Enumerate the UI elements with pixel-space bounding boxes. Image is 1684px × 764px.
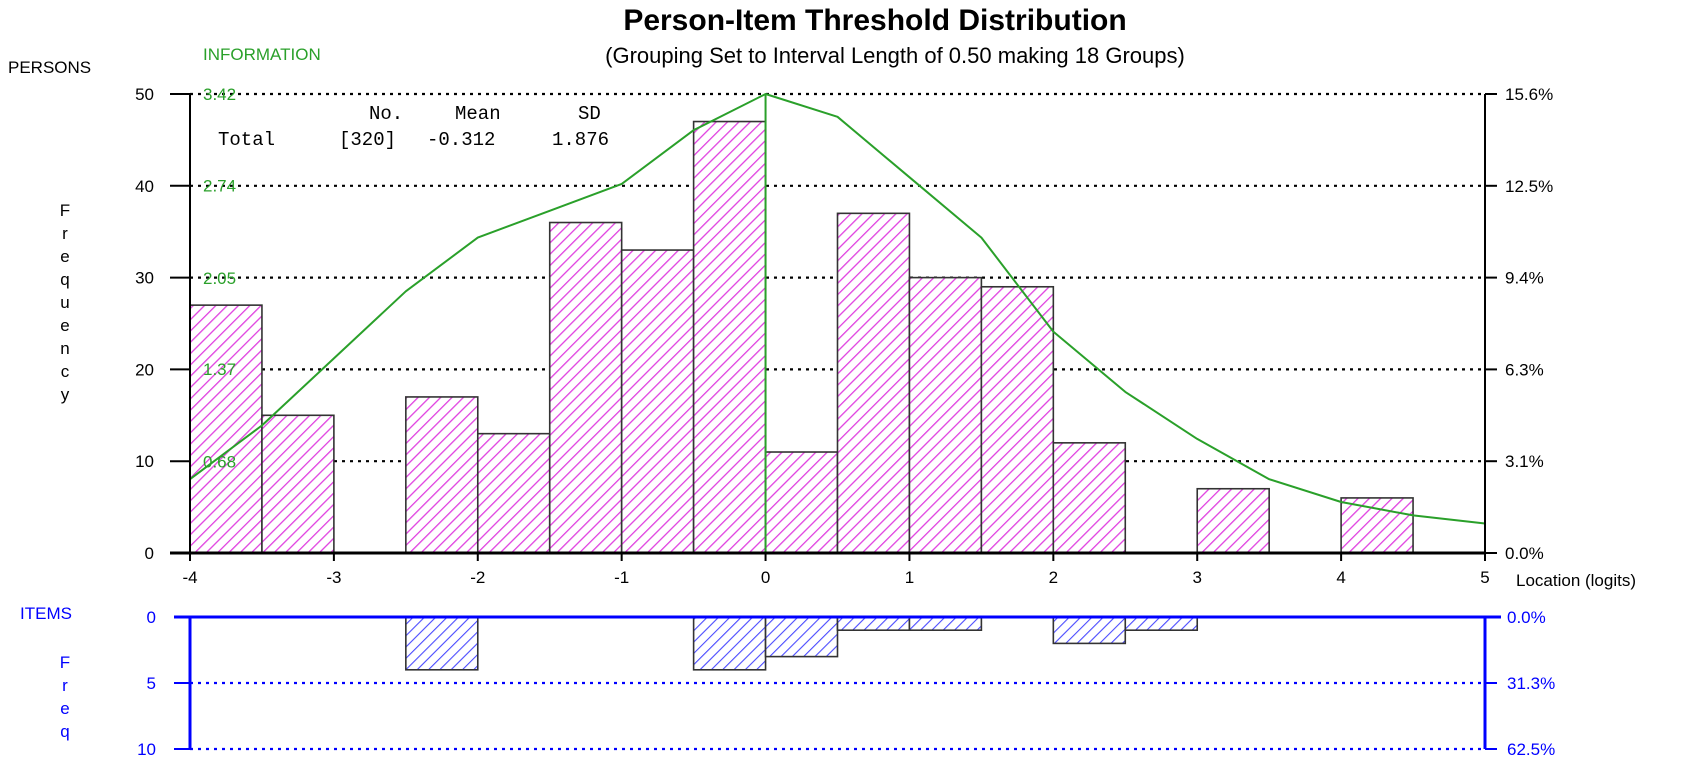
persons-bar: [405, 396, 479, 554]
x-axis-label: Location (logits): [1516, 571, 1636, 590]
stats-mean: -0.312: [427, 129, 495, 151]
items-bar: [1052, 616, 1127, 645]
persons-y-title-letter: F: [60, 201, 70, 220]
persons-y-title-letter: u: [60, 293, 69, 312]
persons-y-tick-label: 20: [135, 360, 154, 379]
items-y-title-letter: q: [60, 722, 69, 741]
stats-row-label: Total: [218, 129, 275, 151]
information-tick-label: 1.37: [203, 360, 236, 379]
persons-axes: [170, 94, 1486, 555]
stats-header-mean: Mean: [455, 103, 501, 125]
stats-table: No. Mean SD Total [320] -0.312 1.876: [218, 103, 609, 151]
items-y-tick-label: 5: [147, 674, 156, 693]
x-tick-label: 5: [1480, 568, 1489, 587]
persons-y-title-letter: r: [62, 224, 68, 243]
persons-y-ticks: 0 10 20 30 40 50: [135, 85, 190, 563]
information-ticks: 0.68 1.37 2.05 2.74 3.42: [203, 85, 236, 472]
persons-right-tick-label: 15.6%: [1505, 85, 1553, 104]
persons-bar: [261, 414, 335, 554]
persons-bar: [548, 221, 623, 554]
persons-y-title-letter: y: [61, 385, 70, 404]
persons-y-title-letter: e: [60, 316, 69, 335]
persons-y-tick-label: 40: [135, 177, 154, 196]
information-label: INFORMATION: [203, 45, 321, 64]
persons-bar: [908, 276, 983, 554]
items-bar: [764, 616, 839, 658]
information-curve: [189, 93, 1486, 553]
persons-right-tick-label: 6.3%: [1505, 360, 1544, 379]
chart-title: Person-Item Threshold Distribution: [623, 4, 1126, 37]
persons-y-tick-label: 30: [135, 269, 154, 288]
items-y-title-letter: r: [62, 676, 68, 695]
persons-bar: [189, 304, 263, 554]
items-bar: [1124, 616, 1199, 631]
items-bar: [908, 616, 983, 631]
persons-bar: [1052, 442, 1127, 554]
items-label: ITEMS: [20, 604, 72, 623]
persons-right-tick-label: 3.1%: [1505, 452, 1544, 471]
persons-bar: [980, 285, 1055, 554]
persons-bar: [1340, 497, 1414, 554]
persons-right-ticks: 0.0% 3.1% 6.3% 9.4% 12.5% 15.6%: [1485, 85, 1553, 563]
persons-bar: [764, 451, 839, 554]
information-tick-label: 0.68: [203, 453, 236, 472]
items-bar: [836, 616, 911, 631]
persons-label: PERSONS: [8, 58, 91, 77]
persons-y-title-letter: e: [60, 247, 69, 266]
items-right-ticks: 0.0% 31.3% 62.5%: [1485, 608, 1555, 759]
items-right-tick-label: 31.3%: [1507, 674, 1555, 693]
stats-header-sd: SD: [578, 103, 601, 125]
persons-bar: [692, 120, 767, 554]
x-tick-label: 2: [1049, 568, 1058, 587]
x-tick-label: -3: [326, 568, 341, 587]
stats-header-no: No.: [369, 103, 403, 125]
persons-y-tick-label: 50: [135, 85, 154, 104]
items-bars: [405, 616, 1199, 671]
persons-y-tick-label: 0: [145, 544, 154, 563]
items-right-tick-label: 0.0%: [1507, 608, 1546, 627]
x-tick-label: -1: [614, 568, 629, 587]
items-right-tick-label: 62.5%: [1507, 740, 1555, 759]
items-y-ticks: 0 5 10: [137, 608, 190, 759]
stats-no: [320]: [339, 129, 396, 151]
information-tick-label: 2.05: [203, 269, 236, 288]
persons-bar: [620, 249, 695, 554]
persons-bar: [476, 432, 551, 554]
items-y-title-letter: F: [60, 653, 70, 672]
items-y-tick-label: 0: [147, 608, 156, 627]
stats-sd: 1.876: [552, 129, 609, 151]
x-tick-label: 4: [1336, 568, 1345, 587]
persons-y-tick-label: 10: [135, 452, 154, 471]
x-tick-label: -2: [470, 568, 485, 587]
persons-right-tick-label: 12.5%: [1505, 177, 1553, 196]
persons-bars: [189, 120, 1414, 554]
x-tick-label: 0: [761, 568, 770, 587]
information-tick-label: 3.42: [203, 85, 236, 104]
persons-right-tick-label: 0.0%: [1505, 544, 1544, 563]
items-bar: [692, 616, 767, 671]
x-tick-label: 1: [905, 568, 914, 587]
items-bar: [405, 616, 479, 671]
persons-bar: [836, 212, 911, 554]
persons-y-title-letter: q: [60, 270, 69, 289]
items-gridlines: [190, 681, 1485, 751]
x-tick-label: -4: [182, 568, 197, 587]
chart-subtitle: (Grouping Set to Interval Length of 0.50…: [605, 43, 1185, 68]
information-tick-label: 2.74: [203, 176, 236, 195]
items-y-title-letter: e: [60, 699, 69, 718]
persons-y-title-letter: c: [61, 362, 70, 381]
persons-right-tick-label: 9.4%: [1505, 269, 1544, 288]
information-curve-line: [189, 93, 1486, 525]
persons-bar: [1196, 487, 1270, 554]
x-tick-label: 3: [1192, 568, 1201, 587]
items-y-tick-label: 10: [137, 740, 156, 759]
x-axis-ticks: -4 -3 -2 -1 0 1 2 3 4 5: [182, 553, 1490, 587]
persons-y-title-letter: n: [60, 339, 69, 358]
